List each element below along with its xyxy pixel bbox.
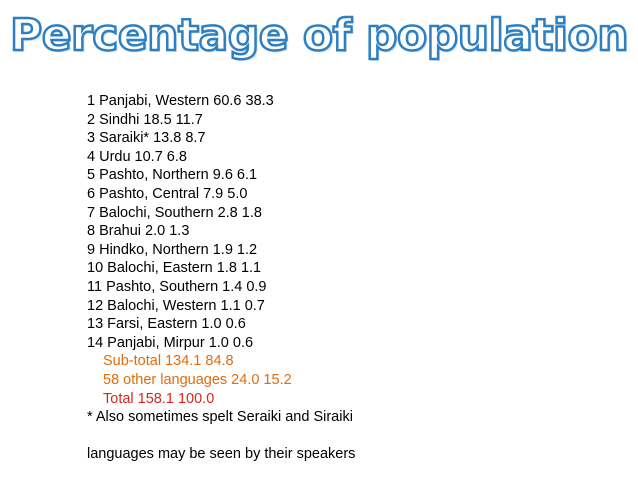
language-list: 1 Panjabi, Western 60.6 38.3 2 Sindhi 18… <box>87 92 607 464</box>
list-item: 2 Sindhi 18.5 11.7 <box>87 111 203 128</box>
list-item: 12 Balochi, Western 1.1 0.7 <box>87 297 265 314</box>
list-item: 11 Pashto, Southern 1.4 0.9 <box>87 278 267 295</box>
footnote: * Also sometimes spelt Seraiki and Sirai… <box>87 409 353 426</box>
total-line: Total 158.1 100.0 <box>103 390 215 407</box>
title-container: Percentage of population <box>0 4 638 68</box>
subtotal-line: Sub-total 134.1 84.8 <box>103 353 234 370</box>
list-item: 4 Urdu 10.7 6.8 <box>87 148 187 165</box>
list-item: 1 Panjabi, Western 60.6 38.3 <box>87 93 274 109</box>
list-item: 10 Balochi, Eastern 1.8 1.1 <box>87 260 262 277</box>
closing-text: languages may be seen by their speakers <box>87 446 356 463</box>
list-item: 14 Panjabi, Mirpur 1.0 0.6 <box>87 334 254 351</box>
list-item: 13 Farsi, Eastern 1.0 0.6 <box>87 316 246 333</box>
list-item: 7 Balochi, Southern 2.8 1.8 <box>87 204 262 221</box>
slide-title: Percentage of population <box>9 9 630 63</box>
list-item: 6 Pashto, Central 7.9 5.0 <box>87 185 248 202</box>
list-item: 3 Saraiki* 13.8 8.7 <box>87 130 206 147</box>
other-languages-line: 58 other languages 24.0 15.2 <box>103 371 292 388</box>
list-item: 9 Hindko, Northern 1.9 1.2 <box>87 241 258 258</box>
spacer <box>87 427 607 446</box>
list-item: 5 Pashto, Northern 9.6 6.1 <box>87 167 258 184</box>
list-item: 8 Brahui 2.0 1.3 <box>87 223 190 240</box>
